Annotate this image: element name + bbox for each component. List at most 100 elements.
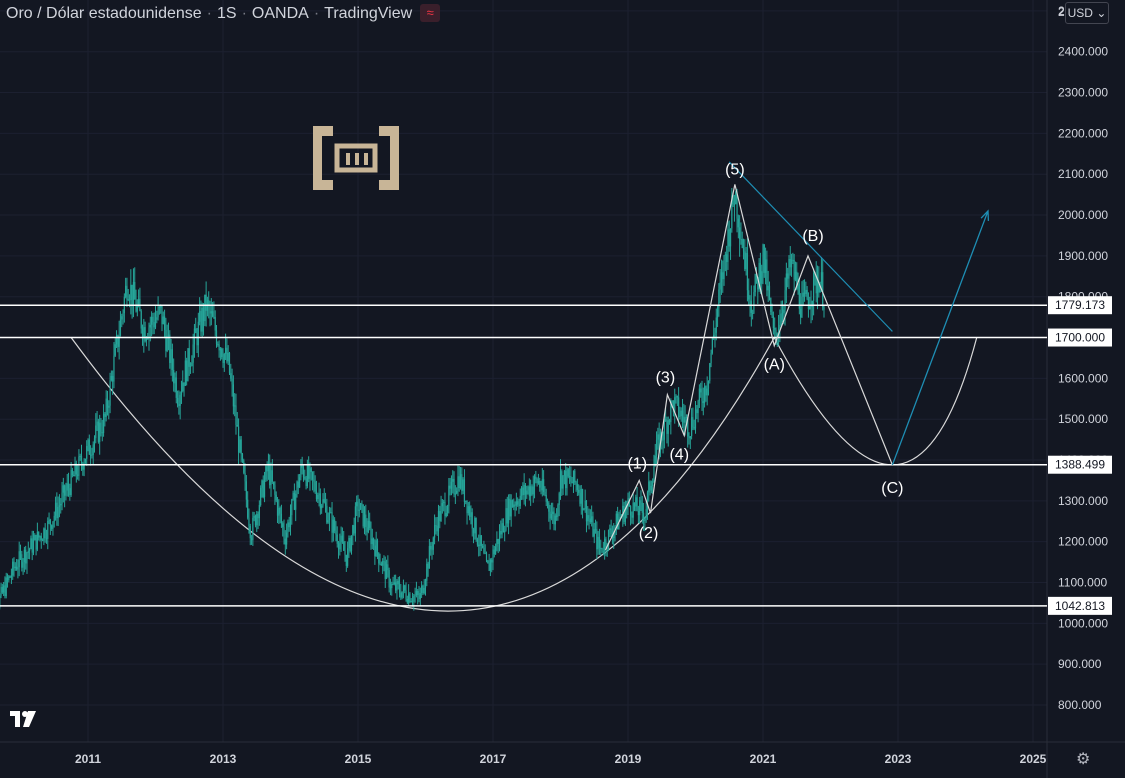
candle-body bbox=[658, 434, 660, 453]
wave-icon[interactable]: ≈ bbox=[420, 4, 441, 22]
level-badge bbox=[1048, 596, 1112, 615]
candle-body bbox=[629, 505, 632, 516]
candle-body bbox=[371, 538, 373, 545]
interval[interactable]: 1S bbox=[217, 5, 237, 22]
candle-body bbox=[413, 595, 415, 602]
chevron-down-icon: ⌄ bbox=[1096, 6, 1107, 20]
candle-body bbox=[788, 259, 790, 279]
candle-body bbox=[361, 503, 363, 505]
candle-body bbox=[598, 536, 601, 548]
candle-body bbox=[138, 298, 140, 306]
candle-body bbox=[334, 519, 336, 531]
candle-body bbox=[652, 481, 654, 486]
candle-body bbox=[813, 272, 815, 301]
candle-body bbox=[375, 540, 377, 557]
candle-body bbox=[802, 292, 804, 297]
candle-body bbox=[588, 515, 590, 519]
gear-icon[interactable]: ⚙ bbox=[1076, 751, 1091, 768]
candle-body bbox=[642, 512, 645, 522]
candle-body bbox=[545, 494, 547, 502]
candle-body bbox=[733, 204, 736, 206]
candle-body bbox=[291, 499, 293, 516]
candle-body bbox=[552, 511, 554, 515]
candle-body bbox=[363, 514, 366, 527]
top-price-label: 2 bbox=[1058, 5, 1065, 19]
candle-body bbox=[186, 360, 188, 382]
candle-body bbox=[280, 513, 283, 524]
candle-body bbox=[423, 587, 425, 594]
candle-body bbox=[279, 507, 281, 514]
candle-body bbox=[18, 551, 20, 568]
candle-body bbox=[165, 329, 167, 351]
candle-body bbox=[437, 511, 440, 532]
candle-body bbox=[269, 463, 271, 486]
candle-body bbox=[8, 576, 10, 581]
candle-body bbox=[509, 498, 511, 517]
candle-body bbox=[694, 409, 697, 429]
candle-body bbox=[151, 316, 153, 325]
candle-body bbox=[22, 562, 24, 568]
candle-body bbox=[716, 307, 719, 318]
candle-body bbox=[639, 500, 641, 516]
candle-body bbox=[405, 590, 407, 599]
candle-body bbox=[195, 328, 197, 333]
candle-body bbox=[679, 416, 681, 418]
candle-body bbox=[587, 515, 589, 522]
candle-body bbox=[584, 500, 586, 510]
candle-body bbox=[144, 327, 146, 342]
candle-body bbox=[341, 535, 344, 542]
candle-body bbox=[655, 439, 658, 456]
candle-body bbox=[82, 463, 84, 470]
candle-body bbox=[535, 476, 537, 479]
candle-body bbox=[746, 253, 749, 291]
projection-arc bbox=[773, 337, 978, 466]
candle-body bbox=[122, 313, 124, 317]
candle-body bbox=[709, 363, 711, 381]
candle-body bbox=[297, 481, 299, 488]
candle-body bbox=[657, 434, 659, 440]
candle-body bbox=[749, 299, 751, 301]
candle-body bbox=[470, 512, 472, 517]
candle-body bbox=[356, 501, 358, 507]
tradingview-logo-icon[interactable] bbox=[10, 709, 36, 729]
candle-body bbox=[145, 338, 148, 342]
candle-body bbox=[349, 537, 351, 551]
candle-body bbox=[450, 481, 453, 489]
candle-body bbox=[83, 463, 85, 470]
y-tick-label: 800.000 bbox=[1058, 698, 1102, 712]
candle-body bbox=[383, 560, 385, 562]
y-tick-label: 2300.000 bbox=[1058, 86, 1108, 100]
candle-body bbox=[766, 259, 768, 291]
candle-body bbox=[605, 538, 607, 548]
candle-body bbox=[26, 552, 28, 564]
currency-button[interactable]: USD ⌄ bbox=[1065, 2, 1109, 24]
candle-body bbox=[17, 567, 19, 570]
candle-body bbox=[222, 356, 224, 363]
candle-body bbox=[465, 500, 467, 502]
candle-body bbox=[462, 479, 464, 491]
candle-body bbox=[265, 466, 267, 480]
candle-body bbox=[624, 509, 627, 522]
candle-body bbox=[343, 541, 345, 551]
candle-body bbox=[757, 277, 759, 290]
x-tick-label: 2015 bbox=[345, 752, 372, 766]
candle-body bbox=[427, 563, 429, 569]
candle-body bbox=[790, 259, 793, 268]
candle-body bbox=[208, 300, 210, 306]
candle-body bbox=[633, 502, 636, 507]
candle-body bbox=[784, 290, 786, 310]
y-tick-label: 900.000 bbox=[1058, 657, 1102, 671]
candle-body bbox=[143, 327, 145, 339]
symbol-name[interactable]: Oro / Dólar estadounidense bbox=[6, 5, 202, 22]
candle-body bbox=[117, 335, 119, 347]
candle-body bbox=[319, 493, 321, 509]
candle-body bbox=[401, 591, 403, 598]
candle-body bbox=[572, 470, 575, 484]
candle-body bbox=[783, 309, 785, 313]
candle-body bbox=[785, 273, 787, 291]
candle-body bbox=[339, 542, 341, 550]
candle-body bbox=[131, 284, 133, 305]
candle-body bbox=[358, 509, 360, 511]
candle-body bbox=[282, 523, 284, 528]
